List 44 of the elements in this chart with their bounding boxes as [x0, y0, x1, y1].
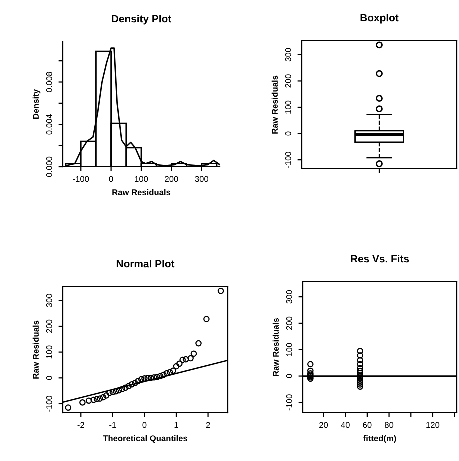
y-tick-label: 200 — [46, 320, 52, 334]
x-tick-label: 60 — [363, 422, 372, 428]
y-tick-label: -100 — [285, 152, 292, 168]
y-tick-label: 300 — [46, 294, 52, 308]
y-tick-label: 200 — [285, 74, 292, 88]
x-tick-label: 300 — [195, 176, 209, 182]
y-axis-title: Raw Residuals — [272, 76, 278, 134]
chart-title: Normal Plot — [116, 260, 175, 268]
x-tick-label: 40 — [341, 422, 350, 428]
y-axis-title: Raw Residuals — [32, 320, 39, 379]
y-tick-label: 0 — [46, 376, 52, 380]
x-tick-label: 80 — [385, 422, 394, 428]
x-tick-label: -100 — [73, 176, 90, 182]
y-tick-label: 300 — [285, 48, 292, 62]
x-axis-title: fitted(m) — [363, 435, 396, 444]
y-tick-label: 200 — [286, 316, 292, 330]
y-tick-label: 100 — [286, 343, 292, 356]
y-tick-label: 300 — [286, 290, 292, 304]
x-tick-label: 0 — [142, 422, 147, 428]
y-tick-label: 0 — [286, 374, 292, 378]
y-axis-title: Density — [32, 89, 41, 119]
y-axis-title: Raw Residuals — [272, 318, 279, 376]
x-tick-label: 2 — [206, 422, 210, 428]
x-tick-label: 100 — [135, 176, 148, 182]
x-axis-title: Raw Residuals — [112, 189, 171, 196]
y-tick-label: 100 — [46, 346, 52, 359]
y-tick-label: 100 — [285, 100, 292, 114]
y-tick-label: 0.000 — [46, 156, 52, 178]
x-tick-label: -2 — [78, 422, 84, 428]
y-tick-label: -100 — [286, 394, 292, 411]
x-tick-label: 200 — [165, 176, 178, 182]
chart-title: Density Plot — [112, 15, 172, 25]
x-tick-label: 0 — [109, 176, 114, 182]
chart-title: Boxplot — [360, 14, 399, 24]
x-axis-title: Theoretical Quantiles — [103, 435, 188, 444]
x-tick-label: 20 — [320, 422, 328, 428]
y-tick-label: 0 — [285, 132, 292, 136]
y-tick-label: 0.008 — [46, 72, 52, 92]
x-tick-label: 120 — [426, 422, 440, 428]
y-tick-label: 0.004 — [46, 114, 52, 135]
x-tick-label: -1 — [110, 422, 116, 428]
chart-title: Res Vs. Fits — [351, 255, 410, 263]
x-tick-label: 1 — [174, 422, 178, 428]
y-tick-label: -100 — [46, 396, 52, 412]
